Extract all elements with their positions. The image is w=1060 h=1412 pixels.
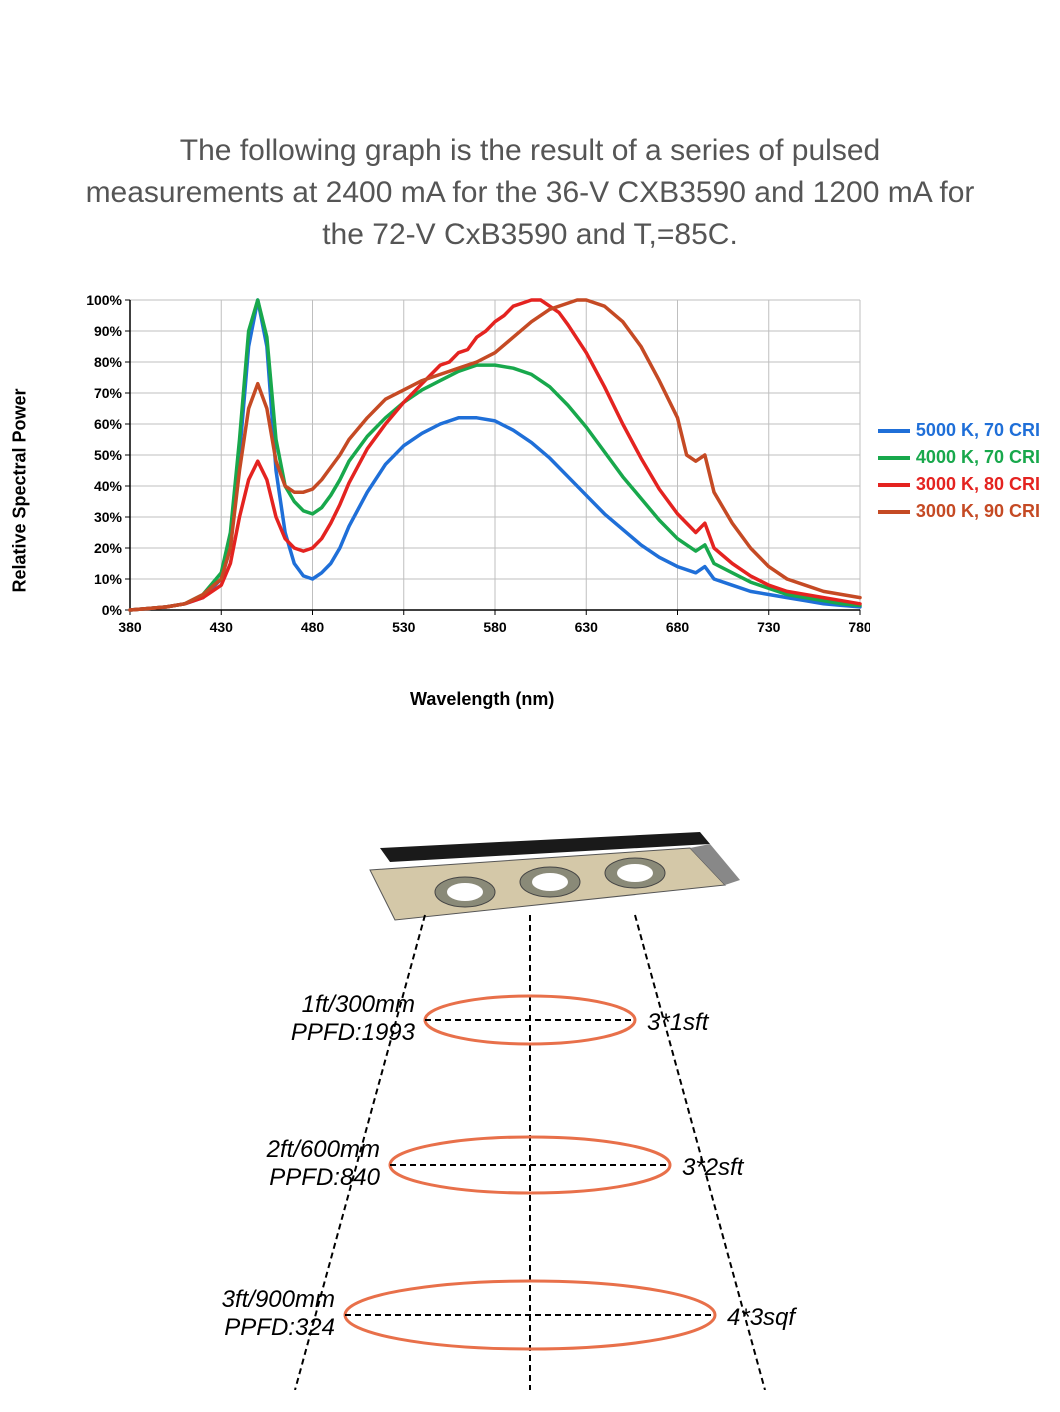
svg-text:530: 530 (392, 619, 416, 635)
ppfd-diagram: 1ft/300mmPPFD:1993 3*1sft 2ft/600mmPPFD:84… (180, 830, 880, 1390)
svg-text:20%: 20% (94, 540, 123, 556)
legend-label: 5000 K, 70 CRI (916, 420, 1040, 441)
spectral-chart: Relative Spectral Power 0%10%20%30%40%50… (30, 280, 1030, 700)
legend-label: 4000 K, 70 CRI (916, 447, 1040, 468)
chart-canvas: 0% 10% 20% 30% 40% 50% 60% 70% 80% 90% 100% 380 430 4… (70, 280, 870, 660)
legend-item: 4000 K, 70 CRI (878, 447, 1040, 468)
svg-text:480: 480 (301, 619, 325, 635)
svg-text:0%: 0% (102, 602, 123, 618)
svg-text:3ft/900mm: 3ft/900mm (222, 1286, 335, 1313)
svg-text:4*3sqf: 4*3sqf (727, 1304, 797, 1331)
svg-text:PPFD:324: PPFD:324 (224, 1314, 335, 1341)
legend-swatch (878, 456, 910, 460)
svg-text:780: 780 (848, 619, 870, 635)
description-text: The following graph is the result of a s… (80, 130, 980, 256)
svg-text:1ft/300mm: 1ft/300mm (302, 991, 415, 1018)
svg-text:430: 430 (210, 619, 234, 635)
svg-text:PPFD:1993: PPFD:1993 (291, 1019, 416, 1046)
svg-text:2ft/600mm: 2ft/600mm (266, 1136, 380, 1163)
svg-text:80%: 80% (94, 354, 123, 370)
svg-text:680: 680 (666, 619, 690, 635)
svg-text:3*1sft: 3*1sft (647, 1009, 710, 1036)
svg-text:60%: 60% (94, 416, 123, 432)
ppfd-canvas: 1ft/300mmPPFD:1993 3*1sft 2ft/600mmPPFD:84… (180, 830, 880, 1390)
x-axis-label: Wavelength (nm) (410, 689, 554, 710)
legend-swatch (878, 483, 910, 487)
svg-text:30%: 30% (94, 509, 123, 525)
svg-text:90%: 90% (94, 323, 123, 339)
svg-text:580: 580 (483, 619, 507, 635)
svg-text:70%: 70% (94, 385, 123, 401)
legend-item: 3000 K, 90 CRI (878, 501, 1040, 522)
svg-text:50%: 50% (94, 447, 123, 463)
svg-text:PPFD:840: PPFD:840 (269, 1164, 380, 1191)
legend-label: 3000 K, 80 CRI (916, 474, 1040, 495)
legend-item: 5000 K, 70 CRI (878, 420, 1040, 441)
legend-swatch (878, 510, 910, 514)
svg-text:3*2sft: 3*2sft (682, 1154, 745, 1181)
y-axis-label: Relative Spectral Power (10, 388, 31, 592)
svg-text:10%: 10% (94, 571, 123, 587)
svg-text:40%: 40% (94, 478, 123, 494)
legend-item: 3000 K, 80 CRI (878, 474, 1040, 495)
svg-text:380: 380 (118, 619, 142, 635)
legend-label: 3000 K, 90 CRI (916, 501, 1040, 522)
svg-text:730: 730 (757, 619, 781, 635)
chart-legend: 5000 K, 70 CRI 4000 K, 70 CRI 3000 K, 80 C… (878, 420, 1040, 528)
legend-swatch (878, 429, 910, 433)
svg-text:630: 630 (575, 619, 599, 635)
svg-text:100%: 100% (86, 292, 122, 308)
